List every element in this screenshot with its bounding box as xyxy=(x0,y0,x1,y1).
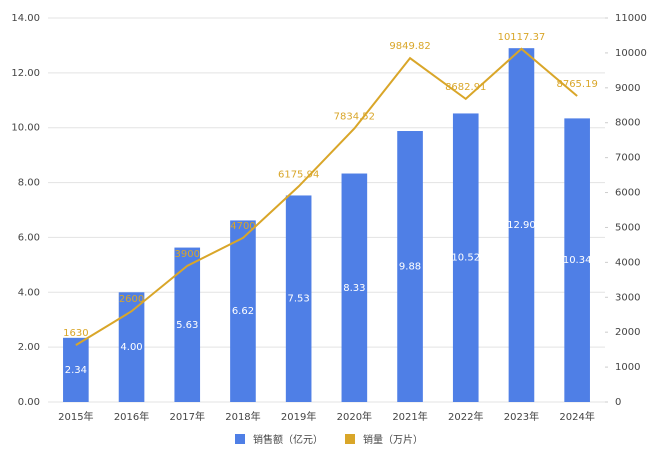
y2-tick-label: 10000 xyxy=(615,48,647,59)
y2-tick-label: 5000 xyxy=(615,222,640,233)
legend-label: 销量（万片） xyxy=(363,433,423,446)
x-tick-label: 2018年 xyxy=(225,410,260,423)
bar-value-label: 5.63 xyxy=(176,320,198,331)
line xyxy=(75,47,578,346)
bar xyxy=(285,195,312,402)
legend-swatch xyxy=(235,434,245,444)
x-tick-label: 2022年 xyxy=(448,410,483,423)
legend-label: 销售额（亿元） xyxy=(253,433,323,446)
x-tick-label: 2024年 xyxy=(559,410,594,423)
bar xyxy=(230,220,256,402)
bar xyxy=(341,173,368,402)
y2-tick-label: 0 xyxy=(615,397,621,408)
y2-tick-label: 11000 xyxy=(615,13,647,24)
x-tick-label: 2015年 xyxy=(58,410,93,423)
line-value-label: 9849.82 xyxy=(389,41,430,52)
bar-value-label: 2.34 xyxy=(65,365,87,376)
line-value-label: 8765.19 xyxy=(556,79,597,90)
bar-value-label: 10.52 xyxy=(451,253,480,264)
line-value-label: 10117.37 xyxy=(498,32,546,43)
line-value-label: 4700 xyxy=(230,221,255,232)
x-tick-label: 2020年 xyxy=(337,410,372,423)
bar xyxy=(63,337,89,402)
x-tick-label: 2016年 xyxy=(114,410,149,423)
y-tick-label: 8.00 xyxy=(18,178,40,189)
y2-tick-label: 6000 xyxy=(615,188,640,199)
bar-value-label: 6.62 xyxy=(232,306,254,317)
y2-tick-label: 9000 xyxy=(615,83,640,94)
line-value-label: 6175.94 xyxy=(278,169,319,180)
y2-tick-label: 2000 xyxy=(615,327,640,338)
line-value-label: 7834.52 xyxy=(334,112,375,123)
bar-value-label: 12.90 xyxy=(507,220,536,231)
y-tick-label: 2.00 xyxy=(18,342,40,353)
y-tick-label: 14.00 xyxy=(11,13,40,24)
y-tick-label: 12.00 xyxy=(11,68,40,79)
bar-value-label: 10.34 xyxy=(563,255,592,266)
bar xyxy=(564,118,590,402)
y2-tick-label: 8000 xyxy=(615,118,640,129)
y-tick-label: 4.00 xyxy=(18,287,40,298)
line-value-label: 8682.91 xyxy=(445,82,486,93)
bar-value-label: 4.00 xyxy=(120,342,142,353)
y2-tick-label: 1000 xyxy=(615,362,640,373)
bar xyxy=(452,113,479,403)
x-tick-label: 2023年 xyxy=(504,410,539,423)
y-tick-label: 6.00 xyxy=(18,232,40,243)
bar-value-label: 9.88 xyxy=(399,262,421,273)
bar-value-label: 8.33 xyxy=(343,283,365,294)
y2-tick-label: 4000 xyxy=(615,257,640,268)
line-value-label: 1630 xyxy=(63,328,88,339)
bar xyxy=(508,48,535,403)
x-tick-label: 2019年 xyxy=(281,410,316,423)
line-value-label: 2600 xyxy=(119,294,144,305)
x-tick-label: 2021年 xyxy=(392,410,427,423)
bar-value-label: 7.53 xyxy=(288,294,310,305)
legend-swatch xyxy=(345,434,355,444)
x-tick-label: 2017年 xyxy=(170,410,205,423)
y-tick-label: 10.00 xyxy=(11,123,40,134)
y-tick-label: 0.00 xyxy=(18,397,40,408)
line-value-label: 3900 xyxy=(175,249,200,260)
y2-tick-label: 3000 xyxy=(615,292,640,303)
bar xyxy=(397,131,423,402)
y2-tick-label: 7000 xyxy=(615,153,640,164)
